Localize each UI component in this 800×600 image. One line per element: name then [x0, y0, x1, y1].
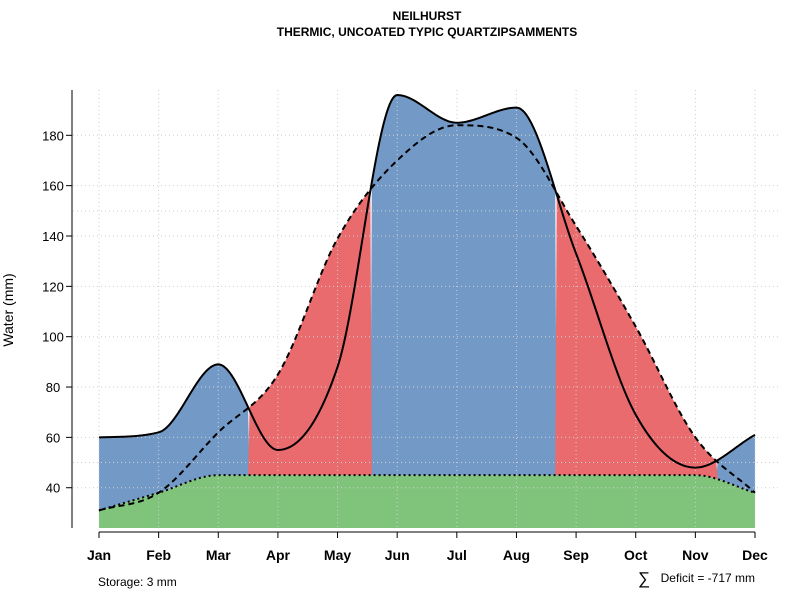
y-tick-label: 80 — [46, 380, 60, 395]
x-tick-label: Dec — [742, 547, 768, 563]
y-tick-label: 40 — [46, 481, 60, 496]
y-tick-label: 100 — [42, 330, 64, 345]
y-tick-label: 180 — [42, 128, 64, 143]
x-tick-label: Jul — [447, 547, 467, 563]
chart-subtitle: THERMIC, UNCOATED TYPIC QUARTZIPSAMMENTS — [277, 25, 577, 39]
area-fills — [99, 95, 755, 528]
series-lines — [98, 94, 756, 512]
deficit-annotation: Deficit = -717 mm — [661, 571, 755, 585]
y-tick-label: 140 — [42, 229, 64, 244]
deficit-area — [99, 189, 755, 511]
y-tick-label: 60 — [46, 430, 60, 445]
x-tick-label: Aug — [503, 547, 530, 563]
x-tick-label: Jan — [87, 547, 111, 563]
x-tick-label: Feb — [146, 547, 171, 563]
y-tick-label: 120 — [42, 279, 64, 294]
x-tick-label: Mar — [206, 547, 231, 563]
grid-lines — [73, 90, 780, 528]
x-tick-label: Sep — [563, 547, 589, 563]
storage-annotation: Storage: 3 mm — [98, 575, 177, 589]
y-axis-title: Water (mm) — [0, 273, 16, 346]
x-tick-label: May — [324, 547, 351, 563]
utilization-area — [99, 475, 755, 528]
sum-symbol: ∑ — [638, 569, 650, 588]
ppt-line — [98, 94, 756, 469]
x-tick-label: Oct — [624, 547, 648, 563]
y-tick-label: 160 — [42, 179, 64, 194]
x-tick-label: Apr — [266, 547, 291, 563]
top-mask — [60, 40, 800, 90]
surplus-area — [99, 95, 755, 511]
x-tick-label: Nov — [682, 547, 709, 563]
x-tick-label: Jun — [385, 547, 410, 563]
chart-title: NEILHURST — [393, 9, 462, 23]
pet-line — [98, 124, 756, 512]
axes: 40 60 80 100 120 140 160 180 Jan Feb Mar Apr May Jun J… — [42, 90, 768, 563]
